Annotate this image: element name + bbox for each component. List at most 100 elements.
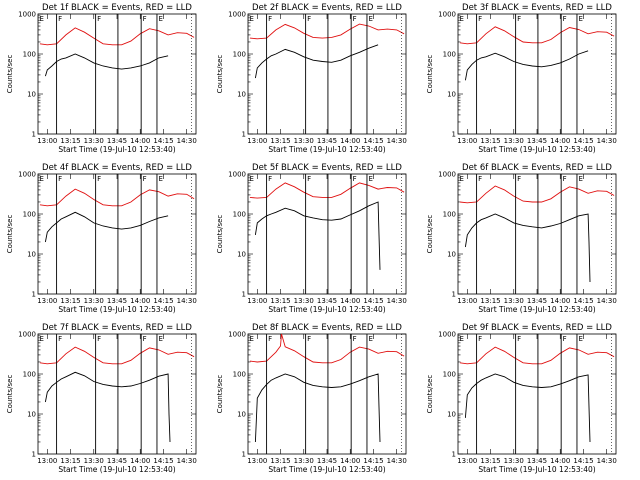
plot-frame: [457, 333, 617, 455]
lld-series-line: [459, 346, 615, 365]
y-tick-label: 1: [242, 451, 246, 459]
events-series-line: [254, 373, 381, 443]
flag-label: E: [368, 15, 372, 23]
chart-panel-6: Det 6f BLACK = Events, RED = LLD Counts/s…: [426, 163, 617, 314]
x-tick-label: 13:15: [270, 137, 290, 145]
flag-label: E: [368, 335, 372, 343]
panel-title: Det 9f BLACK = Events, RED = LLD: [462, 323, 612, 333]
x-tick-label: 14:15: [363, 137, 383, 145]
flag-label: E: [460, 15, 464, 23]
lld-series-line: [39, 27, 195, 46]
flag-label: E: [158, 175, 162, 183]
x-tick-label: 14:15: [153, 137, 173, 145]
chart-panel-2: Det 2f BLACK = Events, RED = LLD Counts/s…: [216, 3, 407, 154]
flag-label: F: [307, 335, 311, 343]
y-axis-label: Counts/sec: [426, 215, 434, 254]
x-tick-label: 13:30: [84, 457, 104, 465]
x-tick-label: 13:45: [107, 297, 127, 305]
x-tick-label: 13:15: [480, 457, 500, 465]
flag-label: F: [563, 175, 567, 183]
x-tick-label: 13:15: [270, 457, 290, 465]
x-tick-label: 14:15: [573, 137, 593, 145]
x-tick-label: 14:30: [177, 457, 197, 465]
y-axis-label: Counts/sec: [426, 375, 434, 414]
x-tick-label: 14:30: [387, 137, 407, 145]
panel-title: Det 3f BLACK = Events, RED = LLD: [462, 3, 612, 13]
x-tick-label: 14:15: [363, 457, 383, 465]
x-tick-label: 13:15: [60, 297, 80, 305]
x-tick-label: 14:00: [340, 137, 360, 145]
y-tick-label: 1000: [438, 171, 456, 179]
y-tick-label: 100: [233, 211, 246, 219]
flag-label: E: [460, 335, 464, 343]
plot-frame: [457, 13, 617, 135]
y-tick-label: 1: [32, 131, 36, 139]
flag-label: F: [268, 335, 272, 343]
y-axis-label: Counts/sec: [6, 55, 14, 94]
flag-label: F: [517, 335, 521, 343]
x-tick-label: 13:45: [527, 137, 547, 145]
x-tick-label: 13:15: [60, 457, 80, 465]
events-series-line: [254, 201, 381, 270]
plot-frame: [247, 173, 407, 295]
flag-label: F: [307, 175, 311, 183]
x-tick-label: 14:15: [363, 297, 383, 305]
y-tick-label: 100: [23, 371, 36, 379]
x-axis-label: Start Time (19-Jul-10 12:53:40): [268, 305, 385, 314]
x-tick-label: 13:45: [527, 297, 547, 305]
x-tick-label: 14:00: [130, 137, 150, 145]
x-tick-label: 13:00: [37, 137, 57, 145]
flag-label: F: [563, 335, 567, 343]
x-axis-label: Start Time (19-Jul-10 12:53:40): [58, 305, 175, 314]
x-axis-label: Start Time (19-Jul-10 12:53:40): [58, 145, 175, 154]
y-tick-label: 1: [452, 451, 456, 459]
lld-series-line: [249, 333, 405, 364]
flag-label: E: [250, 175, 254, 183]
x-tick-label: 13:30: [294, 137, 314, 145]
panel-title: Det 4f BLACK = Events, RED = LLD: [42, 163, 192, 173]
x-axis-label: Start Time (19-Jul-10 12:53:40): [268, 465, 385, 474]
x-tick-label: 13:45: [317, 297, 337, 305]
x-tick-label: 13:15: [480, 137, 500, 145]
flag-label: F: [143, 15, 147, 23]
flag-label: E: [578, 175, 582, 183]
x-tick-label: 14:30: [597, 137, 617, 145]
x-tick-label: 14:30: [177, 297, 197, 305]
x-axis-label: Start Time (19-Jul-10 12:53:40): [478, 465, 595, 474]
lld-series-line: [459, 185, 615, 204]
y-tick-label: 1: [32, 291, 36, 299]
flag-label: F: [58, 15, 62, 23]
y-tick-label: 100: [233, 51, 246, 59]
x-tick-label: 14:15: [153, 297, 173, 305]
flag-label: E: [158, 15, 162, 23]
y-tick-label: 10: [27, 251, 36, 259]
y-tick-label: 1000: [18, 11, 36, 19]
flag-label: F: [563, 15, 567, 23]
flag-label: E: [368, 175, 372, 183]
y-tick-label: 1: [242, 291, 246, 299]
y-tick-label: 1: [452, 131, 456, 139]
chart-panel-4: Det 4f BLACK = Events, RED = LLD Counts/s…: [6, 163, 197, 314]
y-tick-label: 10: [447, 91, 456, 99]
events-series-line: [44, 211, 169, 243]
flag-label: F: [307, 15, 311, 23]
chart-panel-3: Det 3f BLACK = Events, RED = LLD Counts/s…: [426, 3, 617, 154]
flag-label: F: [517, 175, 521, 183]
lld-series-line: [39, 346, 195, 365]
flag-label: E: [250, 335, 254, 343]
y-tick-label: 100: [443, 371, 456, 379]
x-axis-label: Start Time (19-Jul-10 12:53:40): [58, 465, 175, 474]
panel-title: Det 8f BLACK = Events, RED = LLD: [252, 323, 402, 333]
chart-panel-9: Det 9f BLACK = Events, RED = LLD Counts/s…: [426, 323, 617, 474]
plot-frame: [37, 13, 197, 135]
flag-label: E: [250, 15, 254, 23]
x-tick-label: 13:45: [317, 137, 337, 145]
x-tick-label: 13:00: [457, 457, 477, 465]
x-tick-label: 13:45: [527, 457, 547, 465]
x-axis-label: Start Time (19-Jul-10 12:53:40): [478, 305, 595, 314]
x-tick-label: 13:15: [480, 297, 500, 305]
flag-label: E: [40, 15, 44, 23]
x-tick-label: 14:30: [387, 297, 407, 305]
lld-series-line: [249, 182, 405, 199]
